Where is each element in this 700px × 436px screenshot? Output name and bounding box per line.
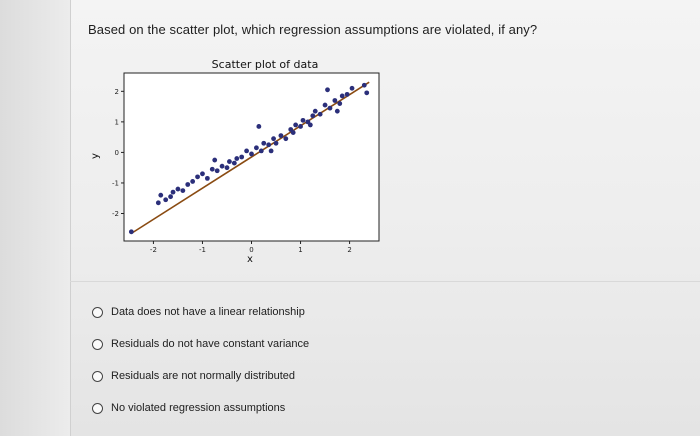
scatter-point [300, 117, 306, 123]
scatter-point [254, 145, 259, 151]
scatter-point [364, 90, 370, 96]
y-tick-label: -2 [112, 210, 119, 218]
scatter-point [307, 122, 313, 128]
option-4[interactable]: No violated regression assumptions [92, 392, 309, 424]
x-tick-label: 1 [298, 246, 302, 254]
scatter-point [180, 188, 186, 194]
scatter-point [283, 136, 289, 142]
scatter-point [214, 168, 220, 174]
scatter-point [185, 182, 191, 187]
scatter-point [361, 82, 367, 88]
scatter-point [293, 122, 299, 128]
scatter-chart: Scatter plot of data x y -2 -1 0 1 2 2 1 0 -1 -2 [80, 52, 390, 272]
scatter-point [258, 148, 264, 154]
scatter-point [128, 229, 134, 235]
scatter-point [325, 87, 330, 93]
y-axis-label: y [90, 153, 101, 159]
scatter-point [278, 133, 284, 139]
option-2[interactable]: Residuals do not have constant variance [92, 328, 309, 360]
scatter-point [244, 148, 249, 154]
scatter-point [155, 200, 161, 206]
option-label: No violated regression assumptions [111, 402, 286, 414]
radio-button[interactable] [92, 402, 103, 414]
x-tick-label: 0 [249, 246, 253, 254]
scatter-point [273, 140, 279, 146]
scatter-point [224, 165, 230, 171]
scatter-point [334, 108, 340, 114]
scatter-point [204, 175, 210, 181]
scatter-point [332, 98, 338, 103]
y-tick-label: 1 [115, 118, 119, 126]
radio-button[interactable] [92, 338, 103, 350]
chart-svg: Scatter plot of data x y -2 -1 0 1 2 2 1 0 -1 -2 [90, 58, 380, 265]
option-label: Residuals are not normally distributed [111, 370, 296, 382]
scatter-point [327, 105, 333, 111]
scatter-point [344, 91, 350, 97]
scatter-point [349, 85, 355, 91]
scatter-point [175, 186, 181, 192]
scatter-point [195, 174, 200, 180]
scatter-point [298, 124, 303, 129]
scatter-point [261, 140, 267, 146]
x-tick-label: -2 [150, 246, 157, 254]
x-tick-label: 2 [347, 246, 351, 254]
option-3[interactable]: Residuals are not normally distributed [92, 360, 309, 392]
scatter-point [231, 160, 237, 166]
scatter-point [290, 130, 296, 135]
scatter-point [268, 148, 274, 154]
scatter-point [219, 163, 225, 169]
y-tick-label: 2 [115, 88, 119, 96]
scatter-point [168, 194, 173, 200]
scatter-point [239, 154, 245, 160]
scatter-point [163, 197, 169, 203]
scatter-point [337, 101, 343, 106]
scatter-point [234, 156, 240, 161]
option-1[interactable]: Data does not have a linear relationship [92, 296, 309, 328]
scatter-point [317, 111, 323, 117]
scatter-point [256, 124, 262, 129]
scatter-point [310, 113, 316, 119]
option-label: Residuals do not have constant variance [111, 338, 310, 350]
scatter-point [312, 108, 318, 114]
radio-button[interactable] [92, 370, 103, 382]
scatter-point [249, 151, 254, 157]
scatter-point [170, 189, 176, 195]
y-tick-label: 0 [115, 149, 119, 157]
scatter-point [322, 102, 328, 108]
divider [70, 281, 700, 282]
scatter-point [227, 159, 232, 164]
scatter-point [209, 166, 215, 172]
radio-button[interactable] [92, 306, 103, 318]
answer-options: Data does not have a linear relationship… [92, 296, 309, 424]
scatter-point [266, 142, 272, 148]
scatter-point [339, 93, 345, 99]
chart-title: Scatter plot of data [212, 58, 319, 71]
left-margin [0, 0, 71, 436]
scatter-point [200, 171, 205, 177]
x-axis-label: x [247, 254, 253, 265]
question-text: Based on the scatter plot, which regress… [88, 22, 538, 37]
scatter-point [190, 179, 196, 184]
scatter-point [158, 192, 164, 198]
x-tick-label: -1 [199, 246, 206, 254]
option-label: Data does not have a linear relationship [111, 306, 305, 318]
scatter-point [271, 136, 276, 142]
scatter-point [212, 157, 218, 163]
y-tick-label: -1 [112, 179, 119, 187]
